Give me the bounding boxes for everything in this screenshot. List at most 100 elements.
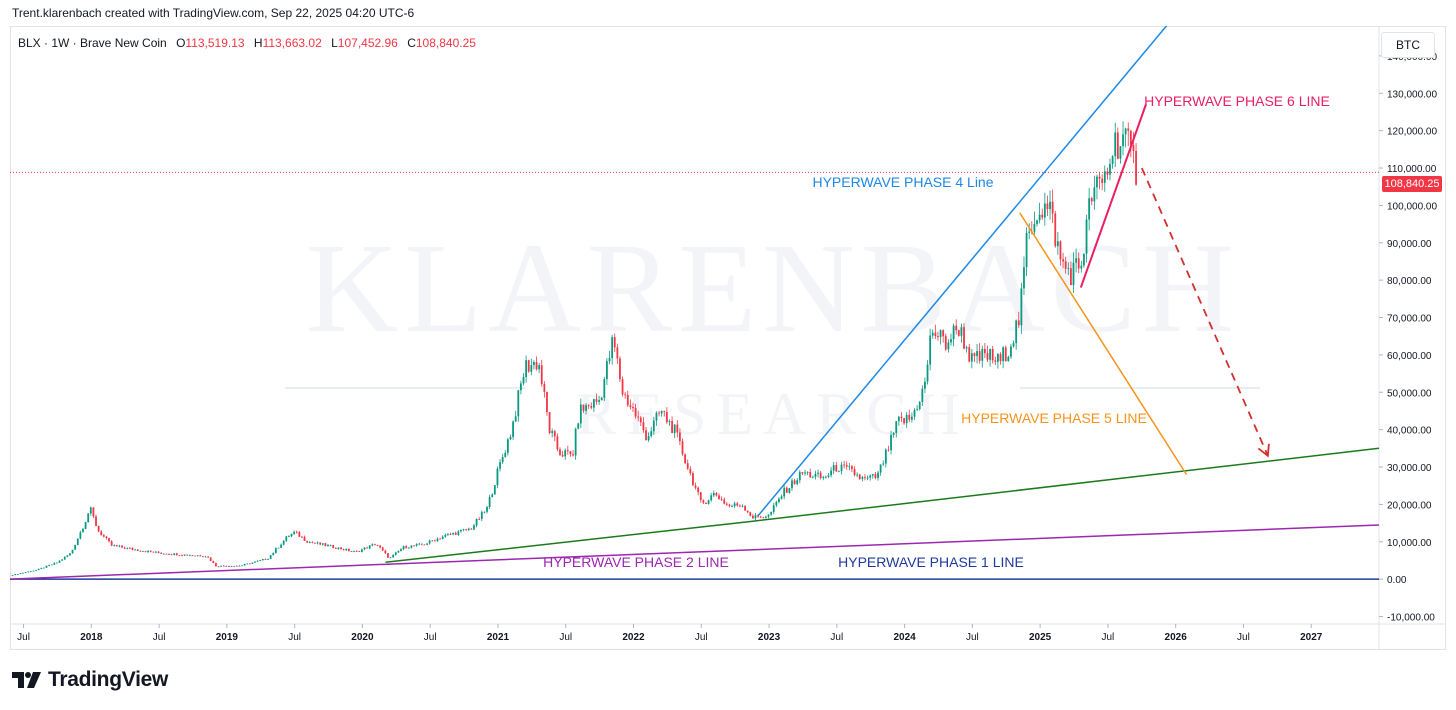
chart-frame xyxy=(10,26,1446,650)
candle-body xyxy=(746,510,749,513)
candle-body xyxy=(564,450,567,457)
candle-body xyxy=(381,547,384,551)
candle-body xyxy=(561,454,564,457)
candle-body xyxy=(467,528,470,530)
candle-body xyxy=(757,515,760,517)
candle-body xyxy=(428,540,431,544)
candle-body xyxy=(426,543,428,545)
candle-body xyxy=(209,557,212,561)
phase2-label: HYPERWAVE PHASE 2 LINE xyxy=(543,554,729,570)
candle-body xyxy=(314,542,316,544)
projection-arrowhead xyxy=(1257,443,1270,458)
candle-body xyxy=(89,507,92,514)
candle-body xyxy=(74,544,77,550)
currency-button[interactable]: BTC xyxy=(1381,32,1435,58)
candle-body xyxy=(196,555,199,557)
candle-body xyxy=(441,536,444,539)
candle-body xyxy=(968,347,971,362)
candle-body xyxy=(791,480,793,489)
candle-body xyxy=(147,550,150,553)
candle-body xyxy=(410,545,413,548)
high-value: 113,663.02 xyxy=(262,36,322,50)
open-value: 113,519.13 xyxy=(185,36,245,50)
candle-body xyxy=(543,384,546,392)
candle-body xyxy=(608,358,611,362)
candle-body xyxy=(1015,320,1018,344)
candle-body xyxy=(535,362,538,370)
candle-body xyxy=(913,409,916,417)
candle-body xyxy=(673,424,676,434)
candle-body xyxy=(551,431,554,433)
candle-body xyxy=(1106,171,1109,175)
candle-body xyxy=(598,400,600,402)
time-tick-label: Jul xyxy=(424,632,437,643)
time-tick-label: 2018 xyxy=(80,632,103,643)
price-chart[interactable]: KLARENBACH RESEARCH 140,000.00130,000.00… xyxy=(10,26,1446,650)
candle-body xyxy=(1075,258,1078,263)
candle-body xyxy=(496,468,499,486)
candle-body xyxy=(37,568,40,570)
candle-body xyxy=(699,492,702,501)
candle-body xyxy=(402,546,405,550)
candle-body xyxy=(694,485,697,488)
candle-body xyxy=(874,474,877,478)
candle-body xyxy=(56,562,58,564)
candle-body xyxy=(53,562,56,565)
candle-body xyxy=(929,335,932,365)
tradingview-logo[interactable]: TradingView xyxy=(12,668,168,692)
candle-body xyxy=(452,532,455,535)
candle-body xyxy=(856,474,859,476)
candle-body xyxy=(772,505,775,513)
phase3-line xyxy=(385,447,1380,564)
candle-body xyxy=(997,353,999,362)
candle-body xyxy=(741,505,744,507)
candle-body xyxy=(394,552,397,555)
candle-body xyxy=(1041,214,1044,218)
price-tick-label: 80,000.00 xyxy=(1387,276,1432,287)
candle-body xyxy=(332,545,335,549)
candle-body xyxy=(759,516,762,518)
time-tick-label: 2022 xyxy=(622,632,645,643)
candle-body xyxy=(162,553,165,555)
candle-body xyxy=(186,554,189,556)
candle-body xyxy=(79,532,82,539)
candle-body xyxy=(707,500,710,504)
candle-body xyxy=(1124,128,1127,135)
candle-body xyxy=(624,394,627,396)
candle-body xyxy=(454,532,457,535)
symbol-info: BLX · 1W · Brave New Coin xyxy=(18,36,167,50)
candle-body xyxy=(1069,268,1072,286)
candle-body xyxy=(869,475,872,478)
candle-body xyxy=(269,555,272,559)
candle-body xyxy=(866,477,869,479)
candle-body xyxy=(864,477,866,478)
time-tick-label: 2020 xyxy=(351,632,374,643)
candle-body xyxy=(400,549,402,552)
candle-body xyxy=(512,421,514,438)
candle-body xyxy=(559,449,561,455)
candle-body xyxy=(1033,223,1036,232)
candle-body xyxy=(806,471,809,473)
candle-body xyxy=(780,496,783,499)
candle-body xyxy=(285,536,288,541)
candle-body xyxy=(838,471,840,473)
candle-body xyxy=(1135,151,1137,185)
candle-body xyxy=(1072,262,1075,286)
candle-body xyxy=(194,555,196,557)
candle-body xyxy=(1007,356,1010,362)
candle-body xyxy=(819,472,822,478)
phase6-line xyxy=(1079,104,1147,288)
candle-body xyxy=(165,553,168,555)
candle-body xyxy=(488,497,491,507)
candle-body xyxy=(50,564,53,566)
candle-body xyxy=(650,431,653,437)
candle-body xyxy=(353,551,355,552)
phase5-label: HYPERWAVE PHASE 5 LINE xyxy=(961,410,1147,426)
candle-body xyxy=(215,562,217,567)
candle-body xyxy=(871,474,874,476)
candle-body xyxy=(1017,320,1020,326)
candle-body xyxy=(433,540,436,542)
candle-body xyxy=(952,325,955,340)
candle-body xyxy=(188,555,191,557)
candle-body xyxy=(1109,163,1111,175)
